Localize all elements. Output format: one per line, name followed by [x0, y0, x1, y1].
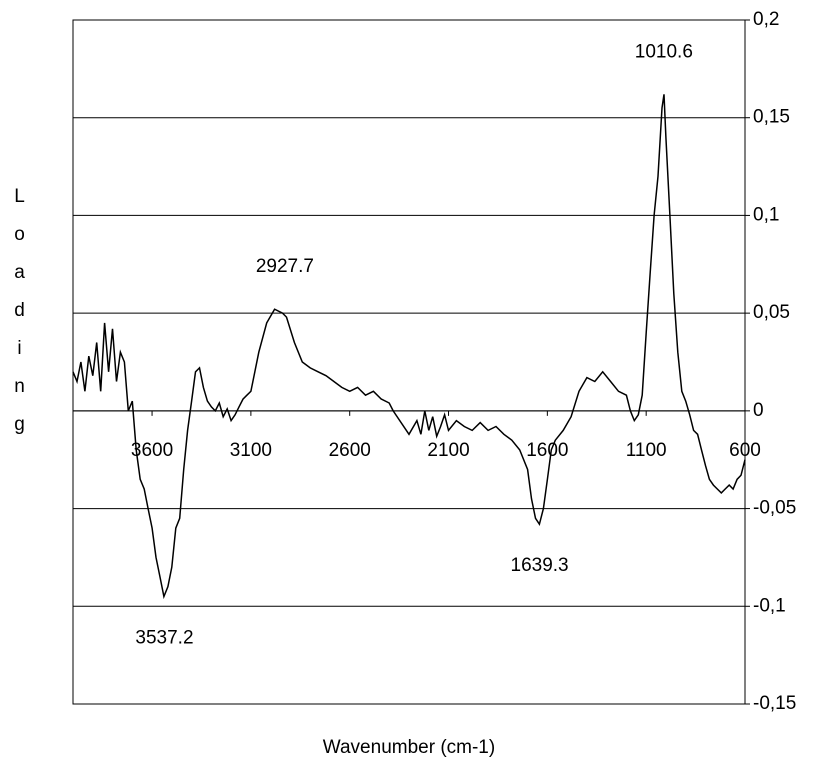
x-tick-label: 1100: [626, 440, 667, 461]
y-tick-label: -0,05: [753, 498, 796, 519]
y-tick-label: 0: [753, 400, 764, 421]
y-tick-label: 0,05: [753, 302, 790, 323]
y-tick-label: 0,1: [753, 204, 779, 225]
y-tick-label: 0,15: [753, 107, 790, 128]
y-axis-label: Loading: [9, 186, 30, 452]
peak-label: 1010.6: [635, 41, 693, 62]
peak-label: 1639.3: [511, 555, 569, 576]
y-tick-label: -0,15: [753, 693, 796, 714]
x-tick-label: 2600: [329, 440, 371, 461]
y-tick-label: 0,2: [753, 9, 779, 30]
x-tick-label: 1600: [526, 440, 568, 461]
x-tick-label: 600: [729, 440, 761, 461]
peak-label: 2927.7: [256, 256, 314, 277]
x-tick-label: 2100: [427, 440, 469, 461]
peak-label: 3537.2: [135, 628, 193, 649]
x-tick-label: 3100: [230, 440, 272, 461]
x-axis-label: Wavenumber (cm-1): [323, 737, 495, 758]
spectrum-line: [72, 94, 746, 600]
x-tick-label: 3600: [131, 440, 173, 461]
y-tick-label: -0,1: [753, 595, 786, 616]
